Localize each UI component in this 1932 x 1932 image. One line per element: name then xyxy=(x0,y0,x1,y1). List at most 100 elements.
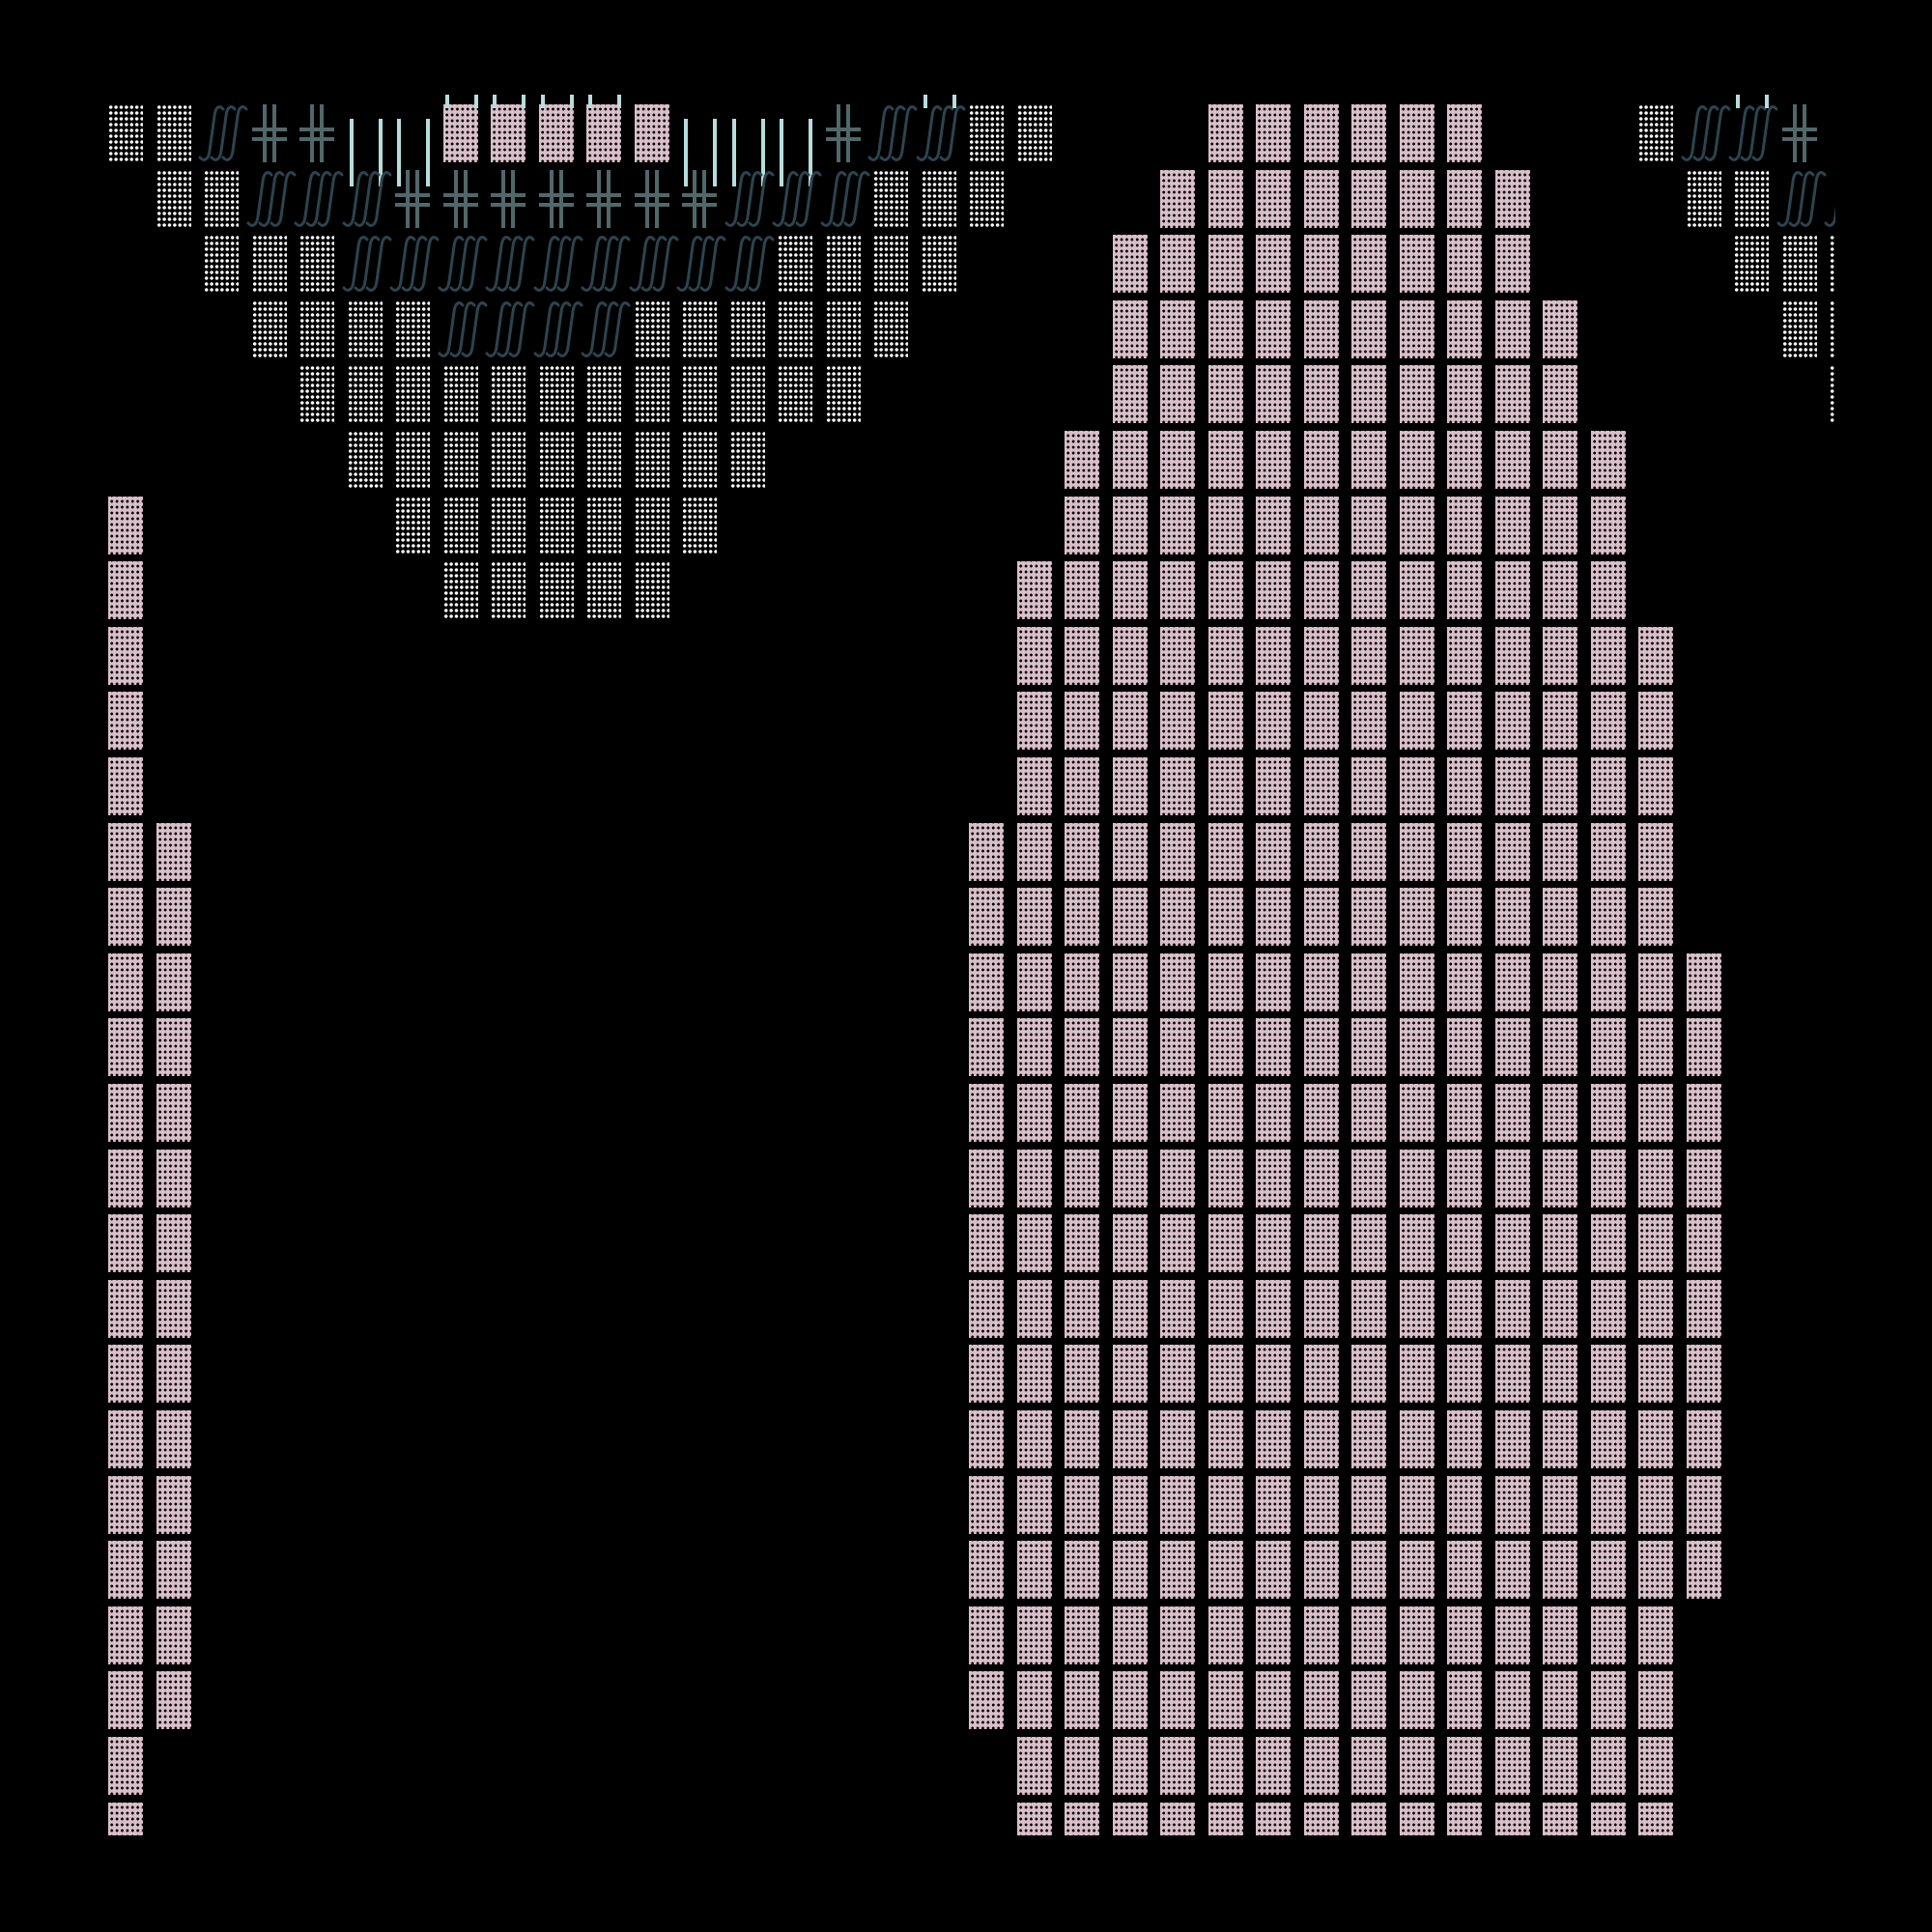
pink-shade-glyph xyxy=(1543,1541,1577,1600)
pink-shade-glyph xyxy=(1447,1149,1482,1208)
pink-shade-glyph xyxy=(1303,626,1339,685)
pink-shade-glyph xyxy=(1494,235,1530,294)
bar-tip-mark xyxy=(540,95,545,108)
pink-shade-glyph xyxy=(1256,1345,1291,1404)
pink-shade-glyph xyxy=(1447,1737,1482,1795)
pink-shade-glyph xyxy=(1447,104,1482,162)
pink-shade-glyph xyxy=(1543,626,1577,685)
pink-shade-glyph xyxy=(1160,1475,1195,1534)
pink-shade-glyph xyxy=(1686,1410,1721,1468)
pink-shade-glyph xyxy=(1065,626,1099,685)
triple-integral-glyph xyxy=(1776,170,1826,228)
pink-shade-glyph xyxy=(1112,235,1148,294)
pink-shade-glyph xyxy=(1351,1671,1386,1730)
pink-shade-glyph xyxy=(1494,299,1530,358)
pink-shade-glyph xyxy=(156,1149,191,1208)
pink-shade-glyph xyxy=(1208,626,1243,685)
pink-shade-glyph xyxy=(1208,1737,1243,1795)
light-shade-glyph xyxy=(491,561,526,620)
pink-shade-glyph xyxy=(969,1214,1004,1273)
triple-integral-icon xyxy=(724,170,774,227)
pink-shade-glyph xyxy=(1256,1084,1291,1142)
pink-shade-glyph xyxy=(1351,952,1386,1011)
pink-shade-glyph xyxy=(1638,888,1673,947)
pink-shade-glyph xyxy=(1399,1737,1435,1795)
pink-shade-glyph xyxy=(1543,1345,1577,1404)
triple-integral-glyph xyxy=(438,235,487,293)
bar-tip-mark xyxy=(617,95,621,108)
pink-shade-glyph xyxy=(1112,1475,1148,1534)
pink-shade-glyph xyxy=(108,1802,143,1835)
vertical-bars-glyph xyxy=(682,104,717,186)
pink-shade-glyph xyxy=(1256,365,1291,424)
light-shade-glyph xyxy=(634,365,669,424)
light-shade-glyph xyxy=(586,431,621,489)
pink-shade-glyph xyxy=(1399,1084,1435,1142)
pink-shade-glyph xyxy=(1351,235,1386,294)
pink-shade-glyph xyxy=(1208,496,1243,554)
pink-shade-glyph xyxy=(1351,1345,1386,1404)
pink-shade-glyph xyxy=(1303,888,1339,947)
light-shade-glyph xyxy=(108,104,143,162)
pink-shade-glyph xyxy=(1399,1671,1435,1730)
pink-shade-glyph xyxy=(1399,1345,1435,1404)
light-shade-glyph xyxy=(1734,169,1769,228)
light-shade-glyph xyxy=(873,299,908,358)
pink-shade-glyph xyxy=(1590,1541,1626,1600)
pink-shade-glyph xyxy=(1112,1671,1148,1730)
pink-shade-glyph xyxy=(1399,496,1435,554)
pink-shade-glyph xyxy=(1016,1149,1052,1208)
pink-shade-glyph xyxy=(1303,1279,1339,1338)
pink-shade-glyph xyxy=(1112,888,1148,947)
pink-shade-glyph xyxy=(1065,757,1099,815)
pink-shade-glyph xyxy=(1638,1345,1673,1404)
pink-shade-glyph xyxy=(1256,888,1291,947)
pink-shade-glyph xyxy=(1590,1018,1626,1077)
pink-shade-glyph xyxy=(1543,496,1577,554)
triple-integral-icon xyxy=(867,105,918,161)
pink-shade-glyph xyxy=(1303,1737,1339,1795)
pink-shade-glyph xyxy=(1494,496,1530,554)
pink-shade-glyph xyxy=(1494,365,1530,424)
pink-shade-glyph xyxy=(1112,626,1148,685)
pink-shade-glyph xyxy=(1447,1214,1482,1273)
pink-shade-glyph xyxy=(1351,1802,1386,1835)
pink-shade-glyph xyxy=(1590,888,1626,947)
triple-integral-icon xyxy=(533,300,582,357)
pink-shade-glyph xyxy=(1543,757,1577,815)
pink-shade-glyph xyxy=(969,1410,1004,1468)
pink-shade-glyph xyxy=(1638,1737,1673,1795)
light-shade-glyph xyxy=(778,235,812,294)
light-shade-glyph xyxy=(586,365,621,424)
pink-shade-glyph xyxy=(1256,496,1291,554)
triple-integral-icon xyxy=(1728,105,1778,161)
pink-shade-glyph xyxy=(1447,365,1482,424)
light-shade-glyph xyxy=(395,431,430,489)
pink-shade-glyph xyxy=(1208,561,1243,620)
pink-shade-glyph xyxy=(1016,1345,1052,1404)
triple-integral-icon xyxy=(485,236,535,293)
light-shade-glyph xyxy=(1830,299,1835,358)
light-shade-glyph xyxy=(299,365,334,424)
pink-shade-glyph xyxy=(1303,1345,1339,1404)
pink-shade-glyph xyxy=(156,952,191,1011)
pink-shade-glyph xyxy=(1638,1475,1673,1534)
pink-shade-glyph xyxy=(1303,104,1339,162)
pink-shade-glyph xyxy=(1638,1084,1673,1142)
pink-shade-glyph xyxy=(1543,1737,1577,1795)
pink-shade-glyph xyxy=(1447,1018,1482,1077)
double-cross-glyph xyxy=(299,104,334,162)
pink-shade-glyph xyxy=(1065,1671,1099,1730)
pink-shade-glyph xyxy=(1303,1214,1339,1273)
pink-shade-glyph xyxy=(1543,1671,1577,1730)
pink-shade-glyph xyxy=(1686,952,1721,1011)
pink-shade-glyph xyxy=(1256,952,1291,1011)
triple-integral-icon xyxy=(1681,105,1730,161)
pink-shade-glyph xyxy=(969,1671,1004,1730)
triple-integral-glyph xyxy=(485,235,535,293)
pink-shade-glyph xyxy=(1543,365,1577,424)
pink-shade-glyph xyxy=(156,1541,191,1600)
pink-shade-glyph xyxy=(1494,952,1530,1011)
pink-shade-glyph xyxy=(1686,1475,1721,1534)
triple-integral-icon xyxy=(1824,205,1835,227)
